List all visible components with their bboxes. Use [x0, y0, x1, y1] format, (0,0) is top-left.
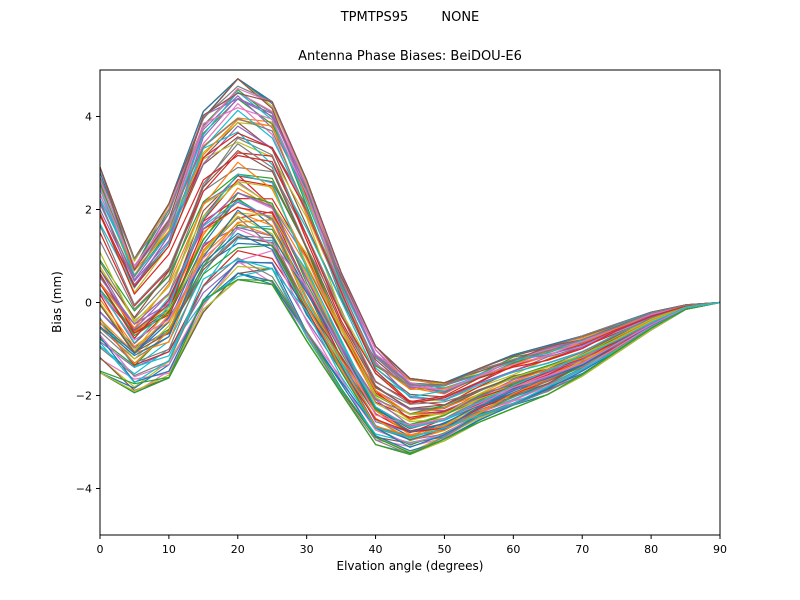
figure-suptitle: TPMTPS95 NONE	[340, 10, 480, 25]
bias-curve	[100, 154, 720, 404]
y-tick-label: 4	[85, 111, 92, 124]
bias-curve	[100, 228, 720, 426]
y-axis-label: Bias (mm)	[50, 271, 64, 333]
bias-curve	[100, 181, 720, 416]
x-tick-label: 40	[369, 543, 383, 556]
bias-curve	[100, 279, 720, 455]
bias-curve	[100, 118, 720, 390]
bias-curve	[100, 92, 720, 384]
x-tick-label: 90	[713, 543, 727, 556]
x-tick-label: 80	[644, 543, 658, 556]
bias-curve	[100, 117, 720, 387]
axes-title: Antenna Phase Biases: BeiDOU-E6	[298, 49, 522, 64]
bias-curve	[100, 132, 720, 403]
bias-curve	[100, 85, 720, 386]
y-tick-label: −4	[76, 483, 92, 496]
bias-curve	[100, 199, 720, 429]
bias-curve	[100, 209, 720, 433]
y-tick-label: 0	[85, 297, 92, 310]
x-tick-label: 50	[437, 543, 451, 556]
bias-curve	[100, 173, 720, 429]
x-axis-label: Elvation angle (degrees)	[336, 559, 484, 573]
y-tick-label: −2	[76, 390, 92, 403]
bias-curve	[100, 143, 720, 405]
x-tick-label: 0	[97, 543, 104, 556]
bias-curve	[100, 201, 720, 427]
x-tick-label: 70	[575, 543, 589, 556]
x-tick-label: 20	[231, 543, 245, 556]
bias-curve	[100, 125, 720, 401]
x-tick-label: 30	[300, 543, 314, 556]
x-tick-label: 60	[506, 543, 520, 556]
x-tick-label: 10	[162, 543, 176, 556]
y-tick-label: 2	[85, 204, 92, 217]
